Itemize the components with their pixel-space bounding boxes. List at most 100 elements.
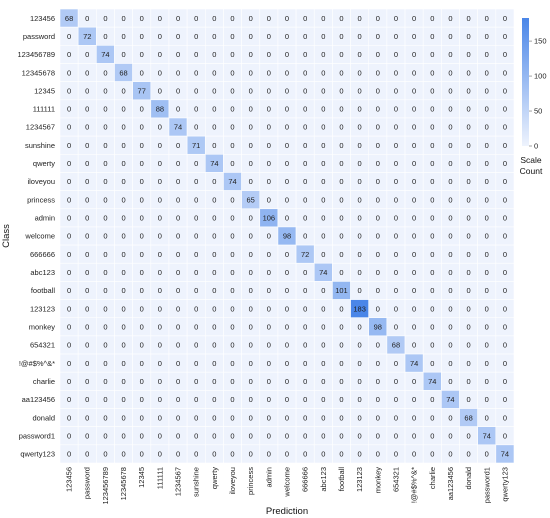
- y-tick-label: qwerty123: [20, 450, 55, 459]
- cell-value-label: 0: [194, 341, 198, 350]
- cell-value-label: 0: [358, 395, 362, 404]
- cell-value-label: 0: [212, 105, 216, 114]
- cell-value-label: 0: [121, 50, 125, 59]
- cell-value-label: 0: [249, 14, 253, 23]
- cell-value-label: 0: [394, 395, 398, 404]
- cell-value-label: 0: [394, 359, 398, 368]
- cell-value-label: 0: [267, 413, 271, 422]
- cell-value-label: 0: [448, 413, 452, 422]
- cell-value-label: 0: [267, 359, 271, 368]
- cell-value-label: 0: [394, 68, 398, 77]
- cell-value-label: 0: [249, 159, 253, 168]
- cell-value-label: 0: [230, 413, 234, 422]
- cell-value-label: 0: [485, 323, 489, 332]
- legend-title-line-1: Scale: [520, 155, 542, 165]
- cell-value-label: 0: [158, 177, 162, 186]
- cell-value-label: 0: [412, 123, 416, 132]
- cell-value-label: 0: [448, 377, 452, 386]
- cell-value-label: 0: [503, 286, 507, 295]
- cell-value-label: 0: [176, 395, 180, 404]
- cell-value-label: 0: [67, 359, 71, 368]
- x-tick-label: iloveyou: [228, 467, 237, 495]
- cell-value-label: 0: [176, 105, 180, 114]
- cell-value-label: 0: [249, 323, 253, 332]
- cell-value-label: 0: [303, 141, 307, 150]
- cell-value-label: 0: [448, 304, 452, 313]
- cell-value-label: 0: [339, 177, 343, 186]
- cell-value-label: 0: [485, 123, 489, 132]
- cell-value-label: 0: [121, 304, 125, 313]
- cell-value-label: 74: [319, 268, 327, 277]
- cell-value-label: 0: [67, 141, 71, 150]
- cell-value-label: 0: [194, 450, 198, 459]
- cell-value-label: 0: [103, 450, 107, 459]
- cell-value-label: 0: [212, 341, 216, 350]
- cell-value-label: 0: [412, 268, 416, 277]
- cell-value-label: 0: [140, 377, 144, 386]
- cell-value-label: 0: [339, 413, 343, 422]
- cell-value-label: 0: [140, 395, 144, 404]
- cell-value-label: 0: [158, 413, 162, 422]
- cell-value-label: 0: [485, 50, 489, 59]
- cell-value-label: 0: [212, 304, 216, 313]
- cell-value-label: 0: [67, 395, 71, 404]
- cell-value-label: 0: [430, 123, 434, 132]
- cell-value-label: 0: [394, 214, 398, 223]
- cell-value-label: 0: [285, 195, 289, 204]
- cell-value-label: 0: [358, 450, 362, 459]
- cell-value-label: 0: [285, 250, 289, 259]
- cell-value-label: 0: [67, 123, 71, 132]
- cell-value-label: 0: [303, 159, 307, 168]
- cell-value-label: 0: [176, 431, 180, 440]
- cell-value-label: 0: [430, 86, 434, 95]
- cell-value-label: 0: [285, 323, 289, 332]
- cell-value-label: 0: [467, 159, 471, 168]
- cell-value-label: 0: [158, 50, 162, 59]
- cell-value-label: 0: [249, 123, 253, 132]
- y-tick-label: !@#$%^&*: [19, 359, 55, 368]
- cell-value-label: 0: [303, 68, 307, 77]
- cell-value-label: 0: [448, 232, 452, 241]
- cell-value-label: 0: [230, 450, 234, 459]
- cell-value-label: 0: [212, 32, 216, 41]
- cell-value-label: 0: [303, 395, 307, 404]
- cell-value-label: 0: [339, 304, 343, 313]
- cell-value-label: 0: [485, 450, 489, 459]
- cell-value-label: 0: [339, 123, 343, 132]
- cell-value-label: 0: [67, 105, 71, 114]
- cell-value-label: 0: [303, 32, 307, 41]
- cell-value-label: 0: [194, 177, 198, 186]
- cell-value-label: 0: [85, 359, 89, 368]
- cell-value-label: 0: [448, 105, 452, 114]
- cell-value-label: 0: [85, 123, 89, 132]
- cell-value-label: 0: [394, 250, 398, 259]
- cell-value-label: 0: [121, 268, 125, 277]
- legend-tick-label: 100: [534, 72, 547, 81]
- cell-value-label: 0: [430, 450, 434, 459]
- x-tick-label: 123456789: [101, 467, 110, 505]
- cell-value-label: 0: [485, 32, 489, 41]
- cell-value-label: 0: [303, 50, 307, 59]
- x-tick-label: qwerty: [210, 467, 219, 489]
- cell-value-label: 0: [194, 395, 198, 404]
- cell-value-label: 0: [412, 214, 416, 223]
- cell-value-label: 0: [339, 250, 343, 259]
- cell-value-label: 0: [394, 177, 398, 186]
- cell-value-label: 0: [467, 177, 471, 186]
- cell-value-label: 0: [230, 268, 234, 277]
- cell-value-label: 0: [285, 359, 289, 368]
- cell-value-label: 0: [249, 250, 253, 259]
- cell-value-label: 0: [212, 450, 216, 459]
- cell-value-label: 0: [158, 304, 162, 313]
- cell-value-label: 0: [194, 105, 198, 114]
- cell-value-label: 0: [140, 341, 144, 350]
- cell-value-label: 0: [176, 32, 180, 41]
- cell-value-label: 0: [303, 341, 307, 350]
- cell-value-label: 0: [321, 195, 325, 204]
- cell-value-label: 0: [121, 431, 125, 440]
- cell-value-label: 0: [67, 214, 71, 223]
- cell-value-label: 0: [249, 413, 253, 422]
- cell-value-label: 0: [85, 214, 89, 223]
- cell-value-label: 0: [376, 232, 380, 241]
- cell-value-label: 0: [67, 32, 71, 41]
